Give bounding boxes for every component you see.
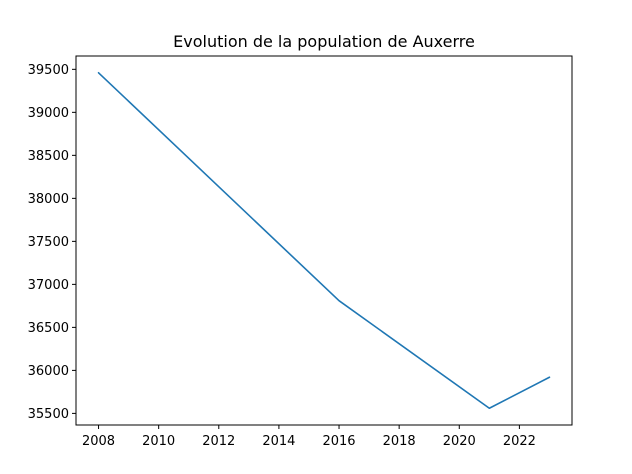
- x-tick-label: 2014: [262, 434, 295, 449]
- y-tick-label: 37500: [28, 235, 69, 250]
- series-group: [97, 71, 551, 410]
- chart-title: Evolution de la population de Auxerre: [173, 32, 475, 51]
- x-tick-label: 2022: [503, 434, 536, 449]
- y-tick-label: 38000: [28, 192, 69, 207]
- x-axis: 2008 2010 2012 2014 2016 2018 2020 2022: [82, 425, 536, 449]
- series-line-0: [97, 71, 551, 410]
- x-tick-label: 2008: [82, 434, 115, 449]
- x-tick-label: 2012: [202, 434, 235, 449]
- y-axis: 35500 36000 36500 37000 37500 38000 38500 39000…: [28, 63, 76, 422]
- y-tick-label: 39500: [28, 63, 69, 78]
- y-tick-label: 37000: [28, 278, 69, 293]
- x-tick-label: 2018: [383, 434, 416, 449]
- y-tick-label: 38500: [28, 149, 69, 164]
- plot-area-frame: [75, 55, 573, 426]
- y-tick-label: 36500: [28, 321, 69, 336]
- y-tick-label: 36000: [28, 364, 69, 379]
- y-tick-label: 35500: [28, 407, 69, 422]
- x-tick-label: 2016: [322, 434, 355, 449]
- x-tick-label: 2020: [443, 434, 476, 449]
- y-tick-label: 39000: [28, 106, 69, 121]
- x-tick-label: 2010: [142, 434, 175, 449]
